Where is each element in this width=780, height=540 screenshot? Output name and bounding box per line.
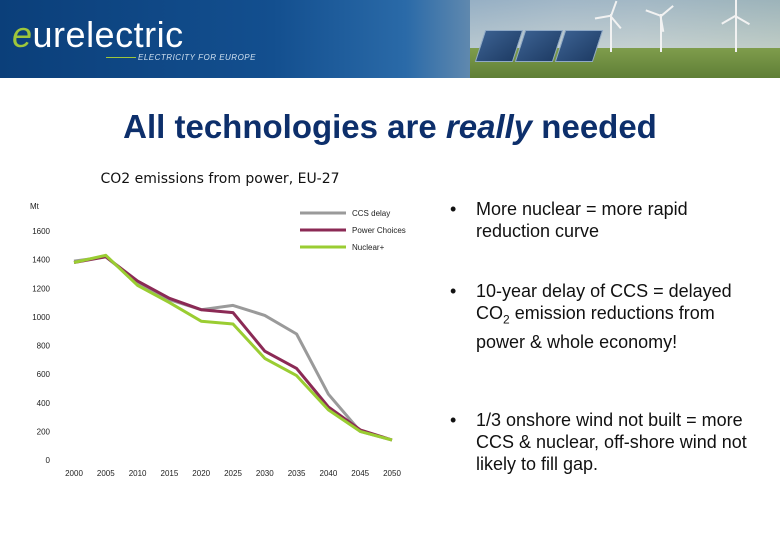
wind-turbine-icon — [645, 5, 674, 52]
y-tick-label: 1200 — [32, 284, 50, 293]
x-tick-label: 2040 — [320, 469, 338, 478]
series-line — [73, 255, 393, 442]
x-axis: 2000 2005 2010 2015 2020 2025 2030 2035 2040 2045… — [65, 469, 401, 478]
x-tick-label: 2030 — [256, 469, 274, 478]
logo-tagline: ELECTRICITY FOR EUROPE — [138, 53, 256, 62]
y-tick-label: 400 — [37, 399, 51, 408]
co2-line-chart: Mt 0 200 400 600 800 1000 1200 1400 1600 2000 2005… — [30, 202, 406, 478]
wind-turbine-icon — [721, 0, 750, 52]
x-tick-label: 2020 — [192, 469, 210, 478]
y-tick-label: 0 — [46, 456, 51, 465]
wind-turbine-icon — [594, 0, 622, 52]
slide-title: All technologies are really needed — [123, 108, 657, 145]
legend-label: Power Choices — [352, 226, 406, 235]
y-tick-label: 600 — [37, 370, 51, 379]
legend-label: Nuclear+ — [352, 243, 385, 252]
y-tick-label: 200 — [37, 427, 51, 436]
header-banner: eurelectric ELECTRICITY FOR EUROPE — [0, 0, 780, 78]
y-tick-label: 1000 — [32, 313, 50, 322]
x-tick-label: 2035 — [288, 469, 306, 478]
x-tick-label: 2005 — [97, 469, 115, 478]
series-lines — [73, 253, 393, 442]
tagline-rule — [106, 57, 136, 58]
eurelectric-logo: eurelectric — [12, 14, 184, 55]
series-line — [73, 255, 393, 442]
y-tick-label: 800 — [37, 342, 51, 351]
x-tick-label: 2010 — [129, 469, 147, 478]
x-tick-label: 2045 — [351, 469, 369, 478]
x-tick-label: 2025 — [224, 469, 242, 478]
x-tick-label: 2000 — [65, 469, 83, 478]
y-axis-label: Mt — [30, 202, 40, 211]
bullet-marker: • — [450, 199, 457, 219]
x-tick-label: 2050 — [383, 469, 401, 478]
y-tick-label: 1400 — [32, 256, 50, 265]
chart-title: CO2 emissions from power, EU-27 — [100, 171, 340, 187]
legend-label: CCS delay — [352, 209, 390, 218]
bullet-text: More nuclear = more rapid reduction curv… — [476, 199, 688, 241]
banner-photo-field — [470, 48, 780, 78]
series-line — [73, 253, 393, 442]
x-tick-label: 2015 — [161, 469, 179, 478]
bullet-marker: • — [450, 410, 457, 430]
bullet-text: 10-year delay of CCS = delayed CO2 emiss… — [476, 281, 732, 352]
y-axis: Mt 0 200 400 600 800 1000 1200 1400 1600 — [30, 202, 51, 465]
bullet-marker: • — [450, 281, 457, 301]
bullet-text: 1/3 onshore wind not built = more CCS & … — [476, 410, 747, 474]
chart-legend: CCS delay Power Choices Nuclear+ — [300, 209, 406, 252]
y-tick-label: 1600 — [32, 227, 50, 236]
